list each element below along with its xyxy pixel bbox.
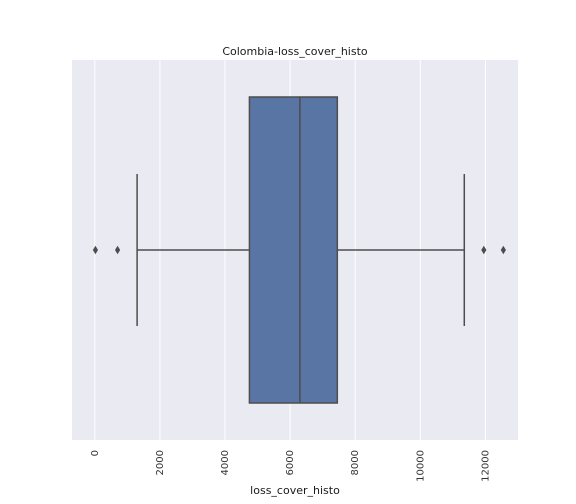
outlier-point [114,245,121,255]
chart-title: Colombia-loss_cover_histo [222,45,368,58]
x-tick-label: 2000 [155,450,166,475]
x-axis-label: loss_cover_histo [250,484,340,497]
tick-labels: 0 2000 4000 6000 8000 10000 12000 [90,450,492,482]
outlier-point [481,245,487,255]
box-layer [92,96,506,404]
x-tick-label: 8000 [350,450,361,475]
x-tick-label: 10000 [415,450,426,482]
x-tick-label: 4000 [220,450,231,475]
x-tick-label: 6000 [285,450,296,475]
outlier-point [500,245,506,255]
iqr-box [248,96,339,404]
x-tick-label: 0 [90,450,101,456]
x-tick-label: 12000 [480,450,491,482]
outlier-point [92,245,99,255]
